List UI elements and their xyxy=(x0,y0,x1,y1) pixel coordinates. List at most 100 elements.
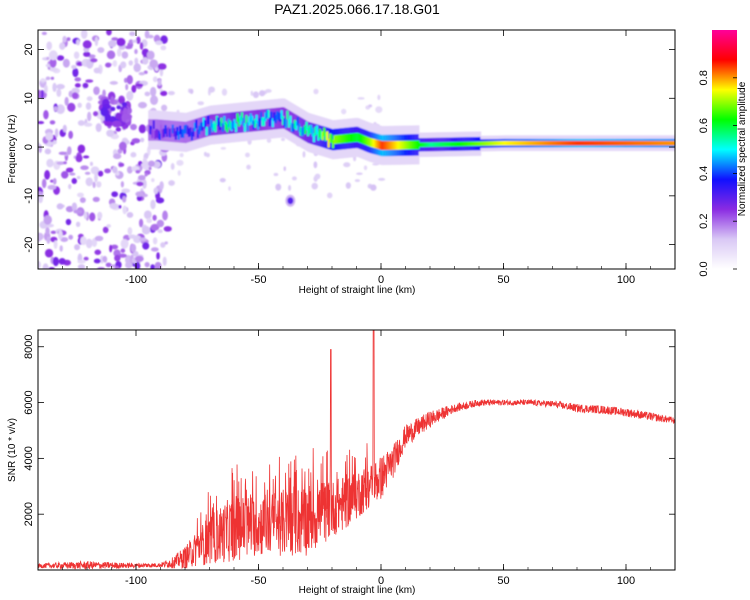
spectrogram-cell xyxy=(142,242,150,250)
spectrogram-cell xyxy=(595,140,598,146)
spectrogram-cell xyxy=(534,140,538,146)
spectrogram-cell xyxy=(323,126,326,148)
spectrogram-cell xyxy=(552,140,555,146)
spectrogram-cell xyxy=(195,118,198,141)
spectrogram-cell xyxy=(662,140,665,146)
spectrogram-cell xyxy=(252,120,255,130)
spectrogram-cell xyxy=(377,140,380,150)
spectrogram-cell xyxy=(66,37,71,41)
spectrogram-cell xyxy=(232,120,235,130)
spectrogram-cell xyxy=(77,144,86,154)
spectrogram-cell xyxy=(480,141,483,146)
spectrogram-cell xyxy=(392,140,395,150)
spectrogram-cell xyxy=(47,184,57,190)
chart-title: PAZ1.2025.066.17.18.G01 xyxy=(274,1,440,17)
spectrogram-cell xyxy=(445,142,448,147)
spectrogram-cell xyxy=(164,125,167,134)
spectrogram-cell xyxy=(656,140,660,146)
spectrogram-cell xyxy=(89,161,94,167)
spectrogram-cell xyxy=(168,128,172,138)
spectrogram-cell xyxy=(526,140,529,146)
spectrogram-cell xyxy=(267,109,270,119)
spectrogram-cell xyxy=(476,141,479,146)
spectrogram-cell xyxy=(489,141,492,146)
spectrogram-cell xyxy=(412,140,416,150)
spectrogram-cell xyxy=(405,140,408,150)
spectrogram-cell xyxy=(501,141,504,146)
spectrogram-cell xyxy=(75,39,80,46)
spectrogram-cell xyxy=(202,116,205,138)
y-tick-label: 8000 xyxy=(23,335,35,359)
spectrogram-cell xyxy=(135,83,144,87)
spectrogram-cell xyxy=(318,128,321,138)
spectrogram-cell xyxy=(220,117,223,127)
spectrogram-cell xyxy=(159,181,164,190)
spectrogram-cell xyxy=(93,258,101,264)
spectrogram-cell xyxy=(661,140,664,146)
spectrogram-cell xyxy=(381,141,385,150)
spectrogram-cell xyxy=(138,124,147,134)
spectrogram-cell xyxy=(384,141,388,150)
spectrogram-cell xyxy=(74,244,80,251)
spectrogram-cell xyxy=(59,245,63,252)
spectrogram-cell xyxy=(345,134,348,143)
spectrogram-cell xyxy=(105,62,112,68)
spectrogram-cell xyxy=(543,140,546,146)
spectrogram-cell xyxy=(85,177,93,187)
spectrogram-cell xyxy=(236,113,239,123)
spectrogram-cell xyxy=(370,184,377,191)
spectrogram-cell xyxy=(546,140,549,146)
spectrogram-cell xyxy=(176,126,179,136)
spectrogram-cell xyxy=(383,141,386,150)
spectrogram-cell xyxy=(82,40,92,49)
spectrogram-cell xyxy=(518,140,521,146)
spectrogram-cell xyxy=(234,111,238,134)
spectrogram-cell xyxy=(121,113,127,123)
x-tick-label: -100 xyxy=(125,575,147,587)
spectrogram-cell xyxy=(92,181,96,189)
spectrogram-cell xyxy=(73,209,83,214)
spectrogram-cell xyxy=(38,260,41,269)
spectrogram-cell xyxy=(245,115,248,124)
spectrogram-cell xyxy=(233,119,236,128)
spectrogram-cell xyxy=(530,140,533,146)
spectrogram-cell xyxy=(124,254,132,265)
spectrogram-cell xyxy=(486,141,489,146)
spectrogram-cell xyxy=(156,252,160,260)
spectrogram-cell xyxy=(378,177,386,181)
spectrogram-cell xyxy=(121,102,128,107)
spectrogram-cell xyxy=(377,94,381,101)
spectrogram-cell xyxy=(163,226,172,232)
spectrogram-cell xyxy=(311,127,314,137)
spectrogram-cell xyxy=(106,224,111,228)
spectrogram-cell xyxy=(108,39,117,48)
spectrogram-cell xyxy=(351,133,354,143)
spectrogram-cell xyxy=(493,141,496,146)
spectrogram-cell xyxy=(144,91,151,97)
spectrogram-cell xyxy=(633,140,636,146)
spectrogram-cell xyxy=(664,140,667,146)
spectrogram-cell xyxy=(118,141,127,151)
spectrogram-cell xyxy=(106,30,112,36)
colorbar: 0.0 0.2 0.4 0.6 0.8 Normalized spectral ampl… xyxy=(698,30,748,277)
spectrogram-cell xyxy=(136,195,143,202)
spectrogram-cell xyxy=(114,254,121,262)
spectrogram-cell xyxy=(211,123,214,133)
spectrogram-cell xyxy=(152,119,155,141)
spectrogram-cell xyxy=(94,249,102,255)
spectrogram-cell xyxy=(102,89,106,98)
spectrogram-cell xyxy=(621,140,624,146)
spectrogram-cell xyxy=(487,141,491,146)
spectrogram-cell xyxy=(67,146,72,155)
spectrogram-cell xyxy=(94,36,99,47)
spectrogram-cell xyxy=(111,37,119,41)
spectrogram-cell xyxy=(536,140,539,146)
spectrogram-cell xyxy=(291,176,297,181)
spectrogram-cell xyxy=(336,134,339,144)
spectrogram-cell xyxy=(292,123,295,133)
spectrogram-cell xyxy=(417,140,420,150)
spectrogram-cell xyxy=(598,140,601,146)
spectrogram-cell xyxy=(409,140,413,150)
spectrogram-cell xyxy=(46,41,53,51)
